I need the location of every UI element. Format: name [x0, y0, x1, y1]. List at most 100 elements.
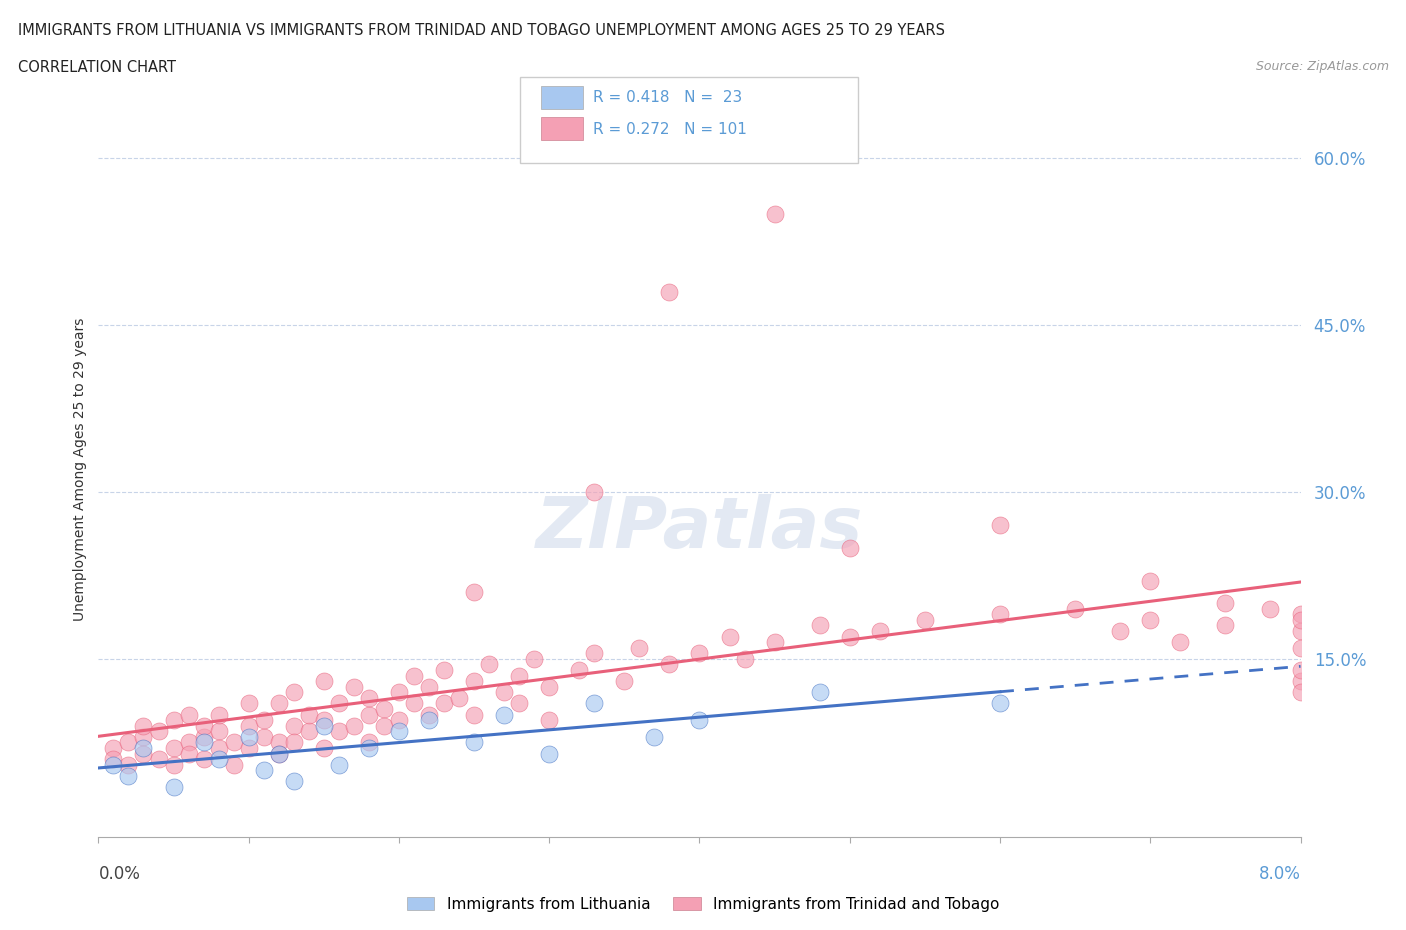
- Text: R = 0.418   N =  23: R = 0.418 N = 23: [593, 90, 742, 105]
- Point: [193, 751, 215, 766]
- Point: [193, 735, 215, 750]
- Point: [583, 645, 606, 660]
- Point: [583, 485, 606, 499]
- Point: [267, 735, 290, 750]
- Point: [267, 746, 290, 761]
- Point: [283, 684, 305, 699]
- Point: [162, 779, 184, 794]
- Point: [253, 729, 276, 744]
- Point: [328, 696, 350, 711]
- Point: [162, 712, 184, 727]
- Point: [238, 729, 260, 744]
- Point: [162, 740, 184, 755]
- Point: [357, 707, 380, 722]
- Point: [328, 724, 350, 738]
- Point: [283, 718, 305, 733]
- Point: [208, 724, 231, 738]
- Point: [1260, 602, 1282, 617]
- Point: [312, 740, 335, 755]
- Point: [538, 679, 561, 694]
- Point: [613, 673, 636, 688]
- Point: [538, 746, 561, 761]
- Point: [508, 668, 530, 683]
- Point: [208, 707, 231, 722]
- Text: 0.0%: 0.0%: [98, 865, 141, 883]
- Point: [357, 740, 380, 755]
- Point: [1289, 641, 1312, 656]
- Point: [568, 662, 591, 677]
- Point: [1289, 684, 1312, 699]
- Point: [373, 718, 395, 733]
- Point: [132, 729, 155, 744]
- Point: [763, 635, 786, 650]
- Point: [312, 718, 335, 733]
- Point: [1109, 624, 1132, 639]
- Point: [343, 679, 366, 694]
- Point: [222, 757, 245, 772]
- Point: [1215, 618, 1237, 633]
- Point: [1168, 635, 1191, 650]
- Point: [988, 518, 1011, 533]
- Point: [1215, 596, 1237, 611]
- Point: [388, 724, 411, 738]
- Point: [838, 540, 860, 555]
- Point: [298, 724, 321, 738]
- Point: [177, 735, 200, 750]
- Point: [988, 696, 1011, 711]
- Point: [718, 630, 741, 644]
- Point: [373, 701, 395, 716]
- Point: [508, 696, 530, 711]
- Point: [117, 768, 139, 783]
- Point: [283, 774, 305, 789]
- Point: [914, 613, 936, 628]
- Text: IMMIGRANTS FROM LITHUANIA VS IMMIGRANTS FROM TRINIDAD AND TOBAGO UNEMPLOYMENT AM: IMMIGRANTS FROM LITHUANIA VS IMMIGRANTS …: [18, 23, 945, 38]
- Point: [177, 707, 200, 722]
- Point: [283, 735, 305, 750]
- Point: [222, 735, 245, 750]
- Point: [418, 712, 440, 727]
- Point: [132, 740, 155, 755]
- Point: [1139, 613, 1161, 628]
- Point: [117, 735, 139, 750]
- Point: [312, 712, 335, 727]
- Point: [132, 746, 155, 761]
- Point: [388, 712, 411, 727]
- Point: [494, 684, 516, 699]
- Point: [402, 696, 425, 711]
- Point: [838, 630, 860, 644]
- Point: [433, 662, 456, 677]
- Point: [193, 718, 215, 733]
- Text: 8.0%: 8.0%: [1258, 865, 1301, 883]
- Point: [1289, 662, 1312, 677]
- Point: [117, 757, 139, 772]
- Point: [148, 751, 170, 766]
- Point: [1289, 624, 1312, 639]
- Point: [463, 707, 485, 722]
- Point: [433, 696, 456, 711]
- Point: [658, 284, 681, 299]
- Text: CORRELATION CHART: CORRELATION CHART: [18, 60, 176, 75]
- Point: [1064, 602, 1087, 617]
- Point: [1289, 613, 1312, 628]
- Point: [253, 763, 276, 777]
- Point: [763, 206, 786, 221]
- Point: [808, 684, 831, 699]
- Point: [523, 651, 546, 666]
- Point: [689, 645, 711, 660]
- Point: [808, 618, 831, 633]
- Point: [1139, 574, 1161, 589]
- Text: ZIPatlas: ZIPatlas: [536, 494, 863, 563]
- Point: [494, 707, 516, 722]
- Point: [298, 707, 321, 722]
- Point: [869, 624, 891, 639]
- Point: [478, 657, 501, 671]
- Point: [177, 746, 200, 761]
- Point: [312, 673, 335, 688]
- Y-axis label: Unemployment Among Ages 25 to 29 years: Unemployment Among Ages 25 to 29 years: [73, 318, 87, 621]
- Point: [689, 712, 711, 727]
- Point: [193, 729, 215, 744]
- Point: [418, 679, 440, 694]
- Text: R = 0.272   N = 101: R = 0.272 N = 101: [593, 122, 747, 137]
- Point: [463, 735, 485, 750]
- Point: [658, 657, 681, 671]
